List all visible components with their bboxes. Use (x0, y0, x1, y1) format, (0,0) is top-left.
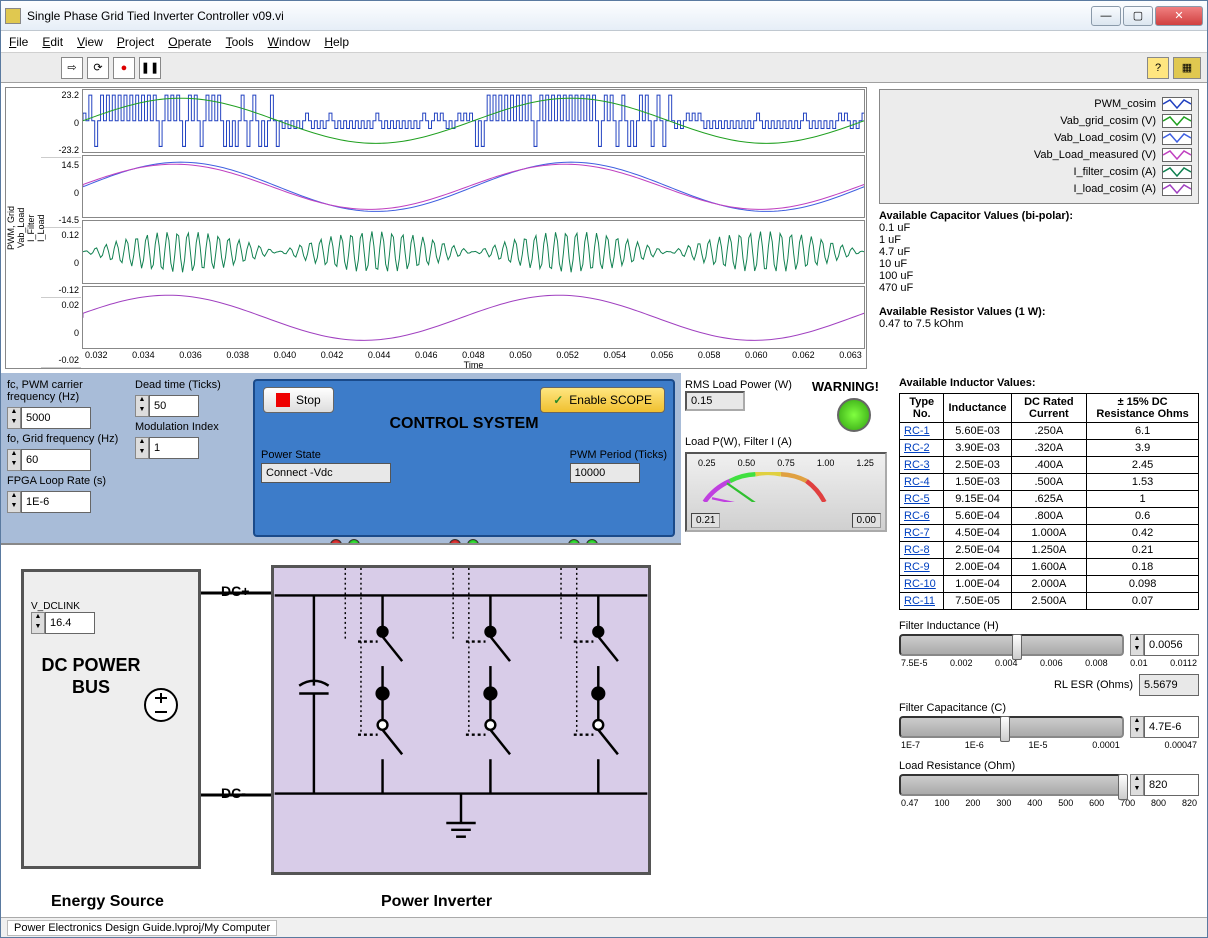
capacitance-input[interactable] (1144, 716, 1199, 738)
fpga-spinner[interactable]: ▲▼ (7, 491, 21, 513)
inductor-link[interactable]: RC-2 (904, 442, 930, 454)
power-gauge: 0.250.500.751.001.25 0.21 0. (685, 452, 887, 532)
mi-spinner[interactable]: ▲▼ (135, 437, 149, 459)
resistance-label: Load Resistance (Ohm) (899, 760, 1199, 772)
capacitor-info: Available Capacitor Values (bi-polar): 0… (879, 210, 1199, 330)
ylabel-iload: I_Load (36, 88, 46, 368)
dead-label: Dead time (Ticks) (135, 379, 245, 391)
dead-input[interactable] (149, 395, 199, 417)
inductance-input[interactable] (1144, 634, 1199, 656)
capacitance-slider[interactable] (899, 716, 1124, 738)
gauge-left: 0.21 (691, 513, 720, 528)
inductor-link[interactable]: RC-5 (904, 493, 930, 505)
fpga-label: FPGA Loop Rate (s) (7, 475, 127, 487)
inductor-table-title: Available Inductor Values: (899, 377, 1036, 389)
fc-input[interactable] (21, 407, 91, 429)
inductance-label: Filter Inductance (H) (899, 620, 1199, 632)
power-state-label: Power State (261, 449, 391, 461)
warning-label: WARNING! (812, 379, 887, 394)
window-title: Single Phase Grid Tied Inverter Controll… (27, 9, 1091, 23)
titlebar: Single Phase Grid Tied Inverter Controll… (1, 1, 1207, 31)
mi-input[interactable] (149, 437, 199, 459)
gauge-right: 0.00 (852, 513, 881, 528)
menu-edit[interactable]: Edit (42, 35, 63, 49)
vdc-input[interactable] (45, 612, 95, 634)
dc-rails (201, 565, 271, 865)
fc-spinner[interactable]: ▲▼ (7, 407, 21, 429)
inductor-link[interactable]: RC-3 (904, 459, 930, 471)
status-path: Power Electronics Design Guide.lvproj/My… (7, 920, 277, 936)
vi-icon[interactable]: ▦ (1173, 57, 1201, 79)
inductor-link[interactable]: RC-11 (904, 595, 935, 607)
inductor-link[interactable]: RC-4 (904, 476, 930, 488)
fo-input[interactable] (21, 449, 91, 471)
menu-project[interactable]: Project (117, 35, 154, 49)
inductor-link[interactable]: RC-1 (904, 425, 930, 437)
fpga-input[interactable] (21, 491, 91, 513)
inductor-link[interactable]: RC-9 (904, 561, 930, 573)
minimize-button[interactable]: — (1091, 6, 1121, 26)
toolbar: ⇨ ⟳ ● ❚❚ ? ▦ (1, 53, 1207, 83)
resistance-input[interactable] (1144, 774, 1199, 796)
x-axis-label: Time (81, 360, 866, 370)
maximize-button[interactable]: ▢ (1123, 6, 1153, 26)
menu-tools[interactable]: Tools (226, 35, 254, 49)
menu-window[interactable]: Window (268, 35, 311, 49)
menu-operate[interactable]: Operate (168, 35, 211, 49)
fc-label: fc, PWM carrier frequency (Hz) (7, 379, 127, 403)
inverter-box (271, 565, 651, 875)
vdc-label: V_DCLINK (31, 601, 95, 612)
menu-view[interactable]: View (77, 35, 103, 49)
fo-label: fo, Grid frequency (Hz) (7, 433, 127, 445)
dead-spinner[interactable]: ▲▼ (135, 395, 149, 417)
inductance-slider[interactable] (899, 634, 1124, 656)
help-button[interactable]: ? (1147, 57, 1169, 79)
app-icon (5, 8, 21, 24)
chart-legend: PWM_cosimVab_grid_cosim (V)Vab_Load_cosi… (879, 89, 1199, 204)
inductor-link[interactable]: RC-6 (904, 510, 930, 522)
pwm-period-input[interactable] (570, 463, 640, 483)
rms-value: 0.15 (685, 391, 745, 411)
resistance-slider[interactable] (899, 774, 1124, 796)
inductor-link[interactable]: RC-10 (904, 578, 936, 590)
abort-button[interactable]: ● (113, 57, 135, 79)
gauge-title: Load P(W), Filter I (A) (685, 436, 887, 448)
mi-label: Modulation Index (135, 421, 245, 433)
stop-button[interactable]: Stop (263, 387, 334, 413)
circuit-diagram: V_DCLINK ▲▼ DC POWER BUS DC+ DC- (1, 543, 681, 917)
close-button[interactable]: ✕ (1155, 6, 1203, 26)
capacitance-label: Filter Capacitance (C) (899, 702, 1199, 714)
ylabel-pwm: PWM, Grid (6, 88, 16, 368)
dc-bus-label: DC POWER BUS (41, 655, 141, 698)
rl-esr-label: RL ESR (Ohms) (1054, 679, 1133, 691)
warning-lamp (837, 398, 871, 432)
rl-esr-value (1139, 674, 1199, 696)
ylabel-vabload: Vab_Load (16, 88, 26, 368)
menubar: File Edit View Project Operate Tools Win… (1, 31, 1207, 53)
pwm-period-label: PWM Period (Ticks) (570, 449, 667, 461)
inverter-caption: Power Inverter (381, 893, 492, 911)
pause-button[interactable]: ❚❚ (139, 57, 161, 79)
enable-scope-button[interactable]: ✓Enable SCOPE (540, 387, 665, 413)
inductor-link[interactable]: RC-8 (904, 544, 930, 556)
run-continuous-button[interactable]: ⟳ (87, 57, 109, 79)
vdc-spinner[interactable]: ▲▼ (31, 612, 45, 634)
energy-caption: Energy Source (51, 893, 164, 911)
inductor-link[interactable]: RC-7 (904, 527, 930, 539)
menu-help[interactable]: Help (324, 35, 349, 49)
statusbar: Power Electronics Design Guide.lvproj/My… (1, 917, 1207, 937)
run-button[interactable]: ⇨ (61, 57, 83, 79)
waveform-charts: PWM, Grid Vab_Load I_Filter I_Load 23.20… (5, 87, 867, 369)
inductor-table: Type No.InductanceDC Rated Current± 15% … (899, 393, 1199, 610)
app-window: Single Phase Grid Tied Inverter Controll… (0, 0, 1208, 938)
ylabel-ifilter: I_Filter (26, 88, 36, 368)
rms-label: RMS Load Power (W) (685, 379, 792, 391)
control-system-panel: Stop ✓Enable SCOPE CONTROL SYSTEM Power … (253, 379, 675, 537)
control-title: CONTROL SYSTEM (261, 415, 667, 433)
menu-file[interactable]: File (9, 35, 28, 49)
power-state-input[interactable] (261, 463, 391, 483)
fo-spinner[interactable]: ▲▼ (7, 449, 21, 471)
